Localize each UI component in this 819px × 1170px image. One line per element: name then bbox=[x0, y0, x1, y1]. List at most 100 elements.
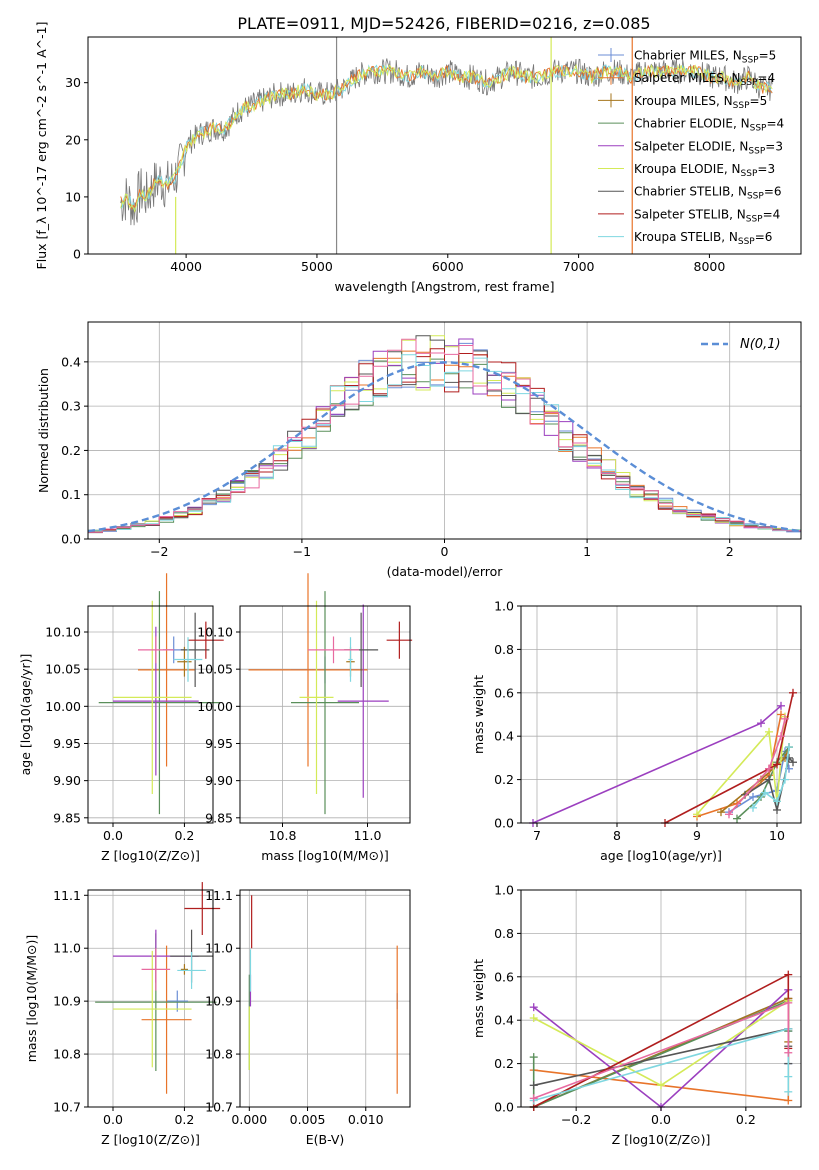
weight-vs-Z-plot-area bbox=[529, 970, 793, 1111]
mass-vs-Z-frame bbox=[87, 889, 214, 1108]
y-tick-label: 9.85 bbox=[53, 810, 81, 825]
y-tick-label: 10.7 bbox=[53, 1100, 81, 1115]
x-tick-label: 6000 bbox=[432, 259, 464, 274]
plus-marker bbox=[725, 810, 733, 819]
y-tick-label: 0.4 bbox=[494, 1013, 514, 1028]
residuals-x-axis-label: (data-model)/error bbox=[387, 564, 504, 579]
plus-marker bbox=[784, 1048, 793, 1057]
x-tick-label: 10.8 bbox=[269, 828, 297, 843]
residuals-y-axis-label: Normed distribution bbox=[36, 368, 51, 493]
spectrum-x-axis-label: wavelength [Angstrom, rest frame] bbox=[334, 279, 554, 294]
x-tick-label: −1 bbox=[293, 544, 311, 559]
plus-marker bbox=[717, 808, 725, 817]
y-tick-label: 10.9 bbox=[205, 994, 233, 1009]
mass-vs-Z-panel: 0.0 0.2 10.7 10.8 10.9 11.0 11.1 Z [log10(Z/Z⊙)… bbox=[24, 882, 221, 1147]
x-tick-label: 0.2 bbox=[736, 1112, 756, 1127]
errorbar-point bbox=[141, 948, 171, 991]
y-tick-label: 1.0 bbox=[494, 883, 514, 898]
plus-marker bbox=[749, 803, 757, 812]
errorbar-point bbox=[180, 964, 188, 975]
mass-vs-Z-axes: 0.0 0.2 10.7 10.8 10.9 11.0 11.1 Z [log10(Z/Z⊙)… bbox=[24, 888, 214, 1147]
legend-item: Chabrier STELIB, NSSP=6 bbox=[598, 185, 782, 202]
age-vs-Z-grid bbox=[88, 606, 213, 823]
y-tick-label: 9.95 bbox=[53, 736, 81, 751]
y-tick-label: 0.0 bbox=[494, 816, 514, 831]
age-vs-mass-x-axis-label: mass [log10(M/M⊙)] bbox=[261, 848, 389, 863]
weight-vs-age-plot-area bbox=[529, 688, 797, 827]
y-tick-label: 11.1 bbox=[205, 888, 233, 903]
errorbar-point bbox=[348, 637, 353, 682]
x-tick-label: 0.0 bbox=[103, 1112, 123, 1127]
legend-label: N(0,1) bbox=[740, 337, 781, 352]
age-vs-mass-axes: 10.8 11.0 9.85 9.90 9.95 10.00 10.05 10.10 mass … bbox=[197, 605, 411, 863]
weight-vs-age-x-axis-label: age [log10(age/yr)] bbox=[600, 848, 722, 863]
x-tick-label: 8 bbox=[613, 828, 621, 843]
legend-item: Salpeter ELODIE, NSSP=3 bbox=[598, 139, 783, 156]
histogram-step-line bbox=[88, 354, 801, 532]
age-vs-Z-x-axis-label: Z [log10(Z/Z⊙)] bbox=[101, 848, 200, 863]
y-tick-label: 0.4 bbox=[494, 729, 514, 744]
legend-label: Chabrier ELODIE, NSSP=4 bbox=[634, 117, 784, 134]
y-tick-label: 0.3 bbox=[61, 399, 81, 414]
plus-marker bbox=[781, 714, 789, 723]
spectrum-frame bbox=[87, 36, 802, 255]
model-spectrum-line bbox=[120, 63, 773, 214]
x-tick-label: 0.2 bbox=[174, 828, 194, 843]
y-tick-label: 11.0 bbox=[205, 941, 233, 956]
weight-series-line bbox=[728, 718, 786, 815]
weight-series-line bbox=[664, 692, 794, 824]
x-tick-label: −0.2 bbox=[561, 1112, 591, 1127]
y-tick-label: 10.05 bbox=[197, 662, 233, 677]
errorbar-point bbox=[308, 636, 359, 664]
plus-marker bbox=[749, 792, 757, 801]
mass-vs-Z-plot-area bbox=[95, 882, 221, 1094]
spectrum-axes: 4000 5000 6000 7000 8000 0 10 20 30 wavelength [A… bbox=[34, 22, 802, 294]
errorbar-point bbox=[184, 882, 221, 935]
y-tick-label: 9.90 bbox=[53, 773, 81, 788]
spectrum-y-axis-label: Flux [f_λ 10^-17 erg cm^-2 s^-1 A^-1] bbox=[34, 22, 49, 270]
age-vs-Z-frame bbox=[87, 605, 214, 824]
plus-marker bbox=[757, 719, 765, 728]
y-tick-label: 0.8 bbox=[494, 642, 514, 657]
legend-item: Kroupa MILES, NSSP=5 bbox=[598, 93, 767, 111]
x-tick-label: 0.0 bbox=[103, 828, 123, 843]
plus-marker bbox=[657, 1081, 665, 1090]
weight-vs-Z-x-axis-label: Z [log10(Z/Z⊙)] bbox=[612, 1132, 711, 1147]
y-tick-label: 11.1 bbox=[53, 888, 81, 903]
y-tick-label: 30 bbox=[65, 75, 81, 90]
plus-marker bbox=[529, 1053, 538, 1062]
y-tick-label: 10.05 bbox=[45, 662, 81, 677]
weight-vs-age-panel: 7 8 9 10 0.0 0.2 0.4 0.6 0.8 1.0 age [log10(age/yr… bbox=[471, 599, 802, 863]
x-tick-label: 0.000 bbox=[231, 1112, 267, 1127]
x-tick-label: 11.0 bbox=[354, 828, 382, 843]
plus-marker bbox=[693, 810, 701, 819]
legend-item: Chabrier ELODIE, NSSP=4 bbox=[598, 117, 784, 134]
residuals-panel: −2 −1 0 1 2 0.0 0.1 0.2 0.3 0.4 (data-model)/error… bbox=[36, 321, 802, 579]
weight-vs-Z-axes: −0.2 0.0 0.2 0.0 0.2 0.4 0.6 0.8 1.0 Z [log10(Z/Z… bbox=[471, 883, 802, 1147]
y-tick-label: 10.10 bbox=[197, 625, 233, 640]
x-tick-label: 0.005 bbox=[290, 1112, 326, 1127]
mass-vs-Z-y-axis-label: mass [log10(M/M⊙)] bbox=[24, 935, 39, 1063]
errorbar-point bbox=[141, 945, 192, 1094]
y-tick-label: 10.10 bbox=[45, 625, 81, 640]
spectrum-legend: Chabrier MILES, NSSP=5 Salpeter MILES, NS… bbox=[598, 48, 784, 247]
mass-vs-EBV-panel: 0.000 0.005 0.010 10.7 10.8 10.9 11.0 11.1 E(B-V… bbox=[205, 888, 411, 1147]
weight-vs-age-frame bbox=[520, 605, 802, 824]
x-tick-label: 1 bbox=[583, 544, 591, 559]
legend-label: Kroupa ELODIE, NSSP=3 bbox=[634, 162, 775, 179]
legend-label: Salpeter ELODIE, NSSP=3 bbox=[634, 139, 783, 156]
age-vs-Z-y-axis-label: age [log10(age/yr)] bbox=[18, 654, 33, 776]
weight-vs-age-y-axis-label: mass weight bbox=[471, 675, 486, 754]
x-tick-label: 4000 bbox=[170, 259, 202, 274]
y-tick-label: 0.6 bbox=[494, 685, 514, 700]
y-tick-label: 10.00 bbox=[45, 699, 81, 714]
y-tick-label: 0.6 bbox=[494, 969, 514, 984]
plus-marker bbox=[529, 1094, 538, 1103]
y-tick-label: 11.0 bbox=[53, 941, 81, 956]
y-tick-label: 0.8 bbox=[494, 926, 514, 941]
mass-vs-EBV-x-axis-label: E(B-V) bbox=[306, 1132, 345, 1147]
normal-distribution-line bbox=[87, 361, 802, 533]
mass-vs-EBV-axes: 0.000 0.005 0.010 10.7 10.8 10.9 11.0 11.1 E(B-V… bbox=[205, 888, 411, 1147]
y-tick-label: 0.0 bbox=[494, 1100, 514, 1115]
plus-marker bbox=[529, 1003, 538, 1012]
